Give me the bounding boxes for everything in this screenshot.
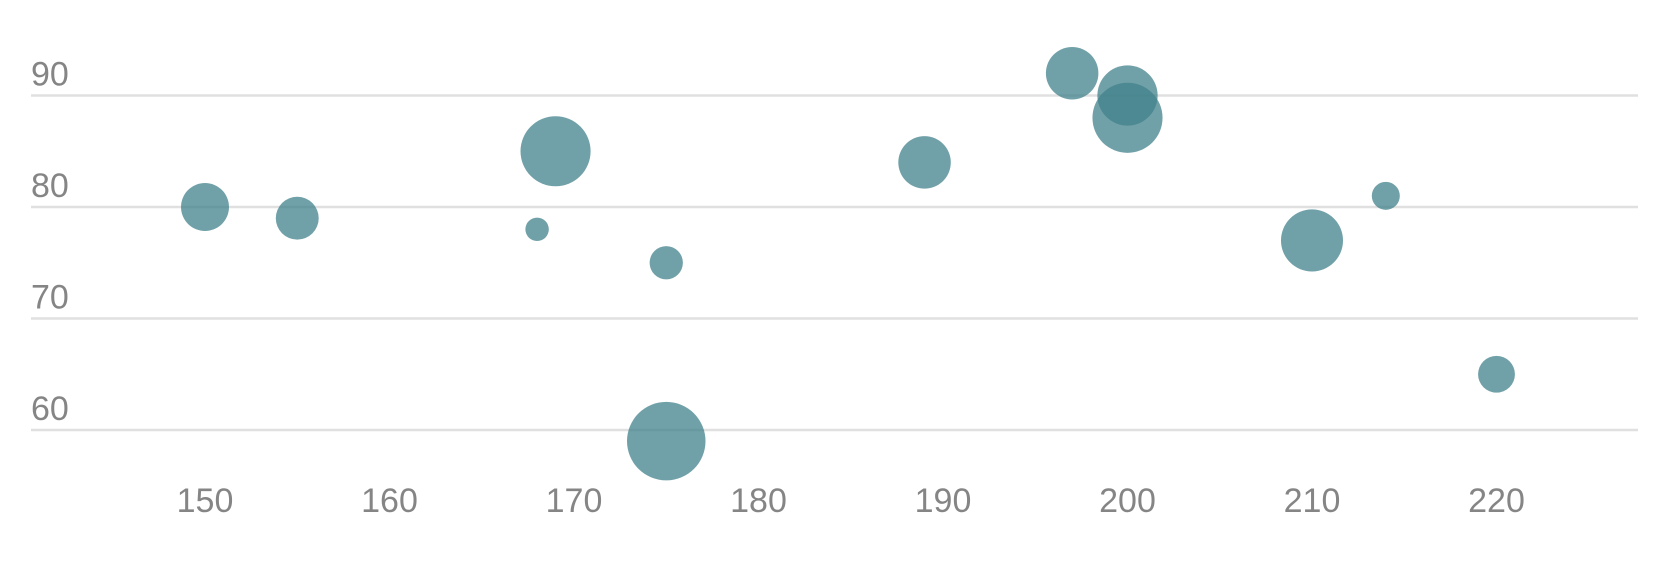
y-axis-ticks: 60 70 80 90: [31, 56, 69, 429]
bubble-point[interactable]: [275, 196, 319, 240]
x-axis-ticks: 150 160 170 180 190 200 210 220: [177, 482, 1525, 520]
x-tick-label: 210: [1284, 482, 1341, 520]
y-tick-label: 90: [31, 56, 69, 94]
bubble-point[interactable]: [1371, 181, 1400, 210]
bubble-point[interactable]: [181, 183, 229, 231]
x-tick-label: 200: [1099, 482, 1156, 520]
x-tick-label: 170: [546, 482, 603, 520]
y-tick-label: 80: [31, 167, 69, 205]
bubble-point[interactable]: [1092, 82, 1163, 153]
bubble-point[interactable]: [898, 136, 951, 189]
bubble-point[interactable]: [1045, 46, 1099, 100]
bubble-point[interactable]: [520, 116, 591, 187]
bubble-point[interactable]: [525, 217, 549, 242]
bubble-point[interactable]: [1280, 209, 1344, 272]
y-tick-label: 60: [31, 390, 69, 428]
x-tick-label: 150: [177, 482, 234, 520]
bubbles: [181, 46, 1515, 481]
x-tick-label: 160: [361, 482, 418, 520]
bubble-point[interactable]: [626, 401, 706, 481]
x-tick-label: 190: [915, 482, 972, 520]
bubble-point[interactable]: [1478, 355, 1515, 393]
x-tick-label: 180: [730, 482, 787, 520]
gridlines: [31, 94, 1638, 432]
bubble-point[interactable]: [649, 246, 683, 280]
x-tick-label: 220: [1468, 482, 1525, 520]
y-tick-label: 70: [31, 279, 69, 317]
